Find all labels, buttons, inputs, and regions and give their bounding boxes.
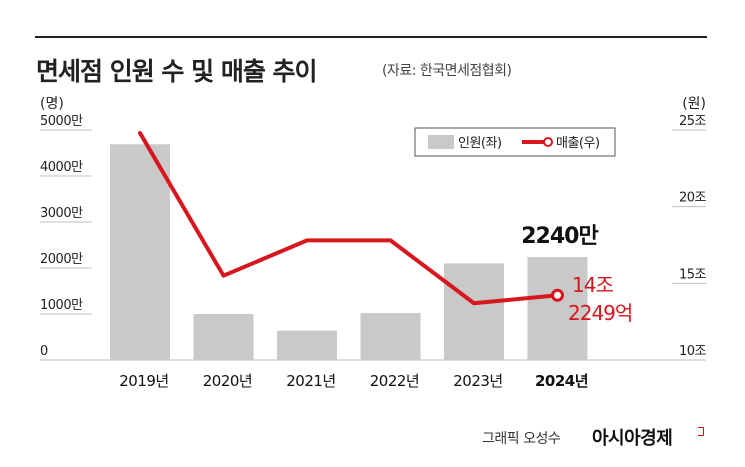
sales-last-value-label-1: 14조: [572, 273, 613, 297]
brand-mark-icon: [698, 427, 704, 436]
legend-line-label: 매출(우): [556, 136, 600, 151]
legend-line-marker: [543, 137, 553, 147]
x-tick-label: 2021년: [286, 372, 335, 390]
right-axis-unit: (원): [682, 96, 706, 112]
left-tick-label: 0: [40, 344, 48, 359]
sales-line-end-marker: [551, 288, 564, 302]
x-tick-label: 2024년: [535, 372, 588, 390]
left-axis-unit: (명): [40, 96, 64, 112]
sales-line: [138, 131, 560, 306]
right-tick-label: 10조: [679, 344, 707, 359]
legend-box: [414, 127, 616, 157]
brand-logo: 아시아경제: [592, 428, 673, 449]
graphic-credit: 그래픽 오성수: [482, 431, 561, 447]
left-tick-label: 5000만: [40, 114, 83, 129]
bar: [110, 144, 170, 360]
right-tick-label: 20조: [679, 191, 707, 206]
x-tick-label: 2019년: [119, 372, 168, 390]
source-note: (자료: 한국면세점협회): [382, 63, 512, 79]
legend-bar-label: 인원(좌): [458, 136, 502, 151]
bar: [527, 256, 588, 360]
left-tick-label: 2000만: [40, 252, 83, 267]
bar-last-value-label: 2240만: [521, 224, 598, 249]
bar: [360, 313, 421, 360]
sales-last-value-label-2: 2249억: [568, 301, 632, 325]
left-tick-label: 1000만: [40, 298, 83, 313]
top-rule: [35, 36, 707, 38]
right-tick-label: 25조: [679, 114, 707, 129]
legend-bar-swatch: [428, 135, 454, 149]
left-tick-label: 3000만: [40, 206, 83, 221]
x-tick-label: 2020년: [203, 372, 252, 390]
bar: [193, 314, 254, 360]
x-tick-label: 2022년: [370, 372, 419, 390]
left-tick-label: 4000만: [40, 160, 83, 175]
bar: [444, 263, 504, 360]
bar: [277, 330, 337, 360]
x-tick-label: 2023년: [453, 372, 502, 390]
chart-title: 면세점 인원 수 및 매출 추이: [36, 57, 318, 86]
right-tick-label: 15조: [679, 267, 707, 282]
